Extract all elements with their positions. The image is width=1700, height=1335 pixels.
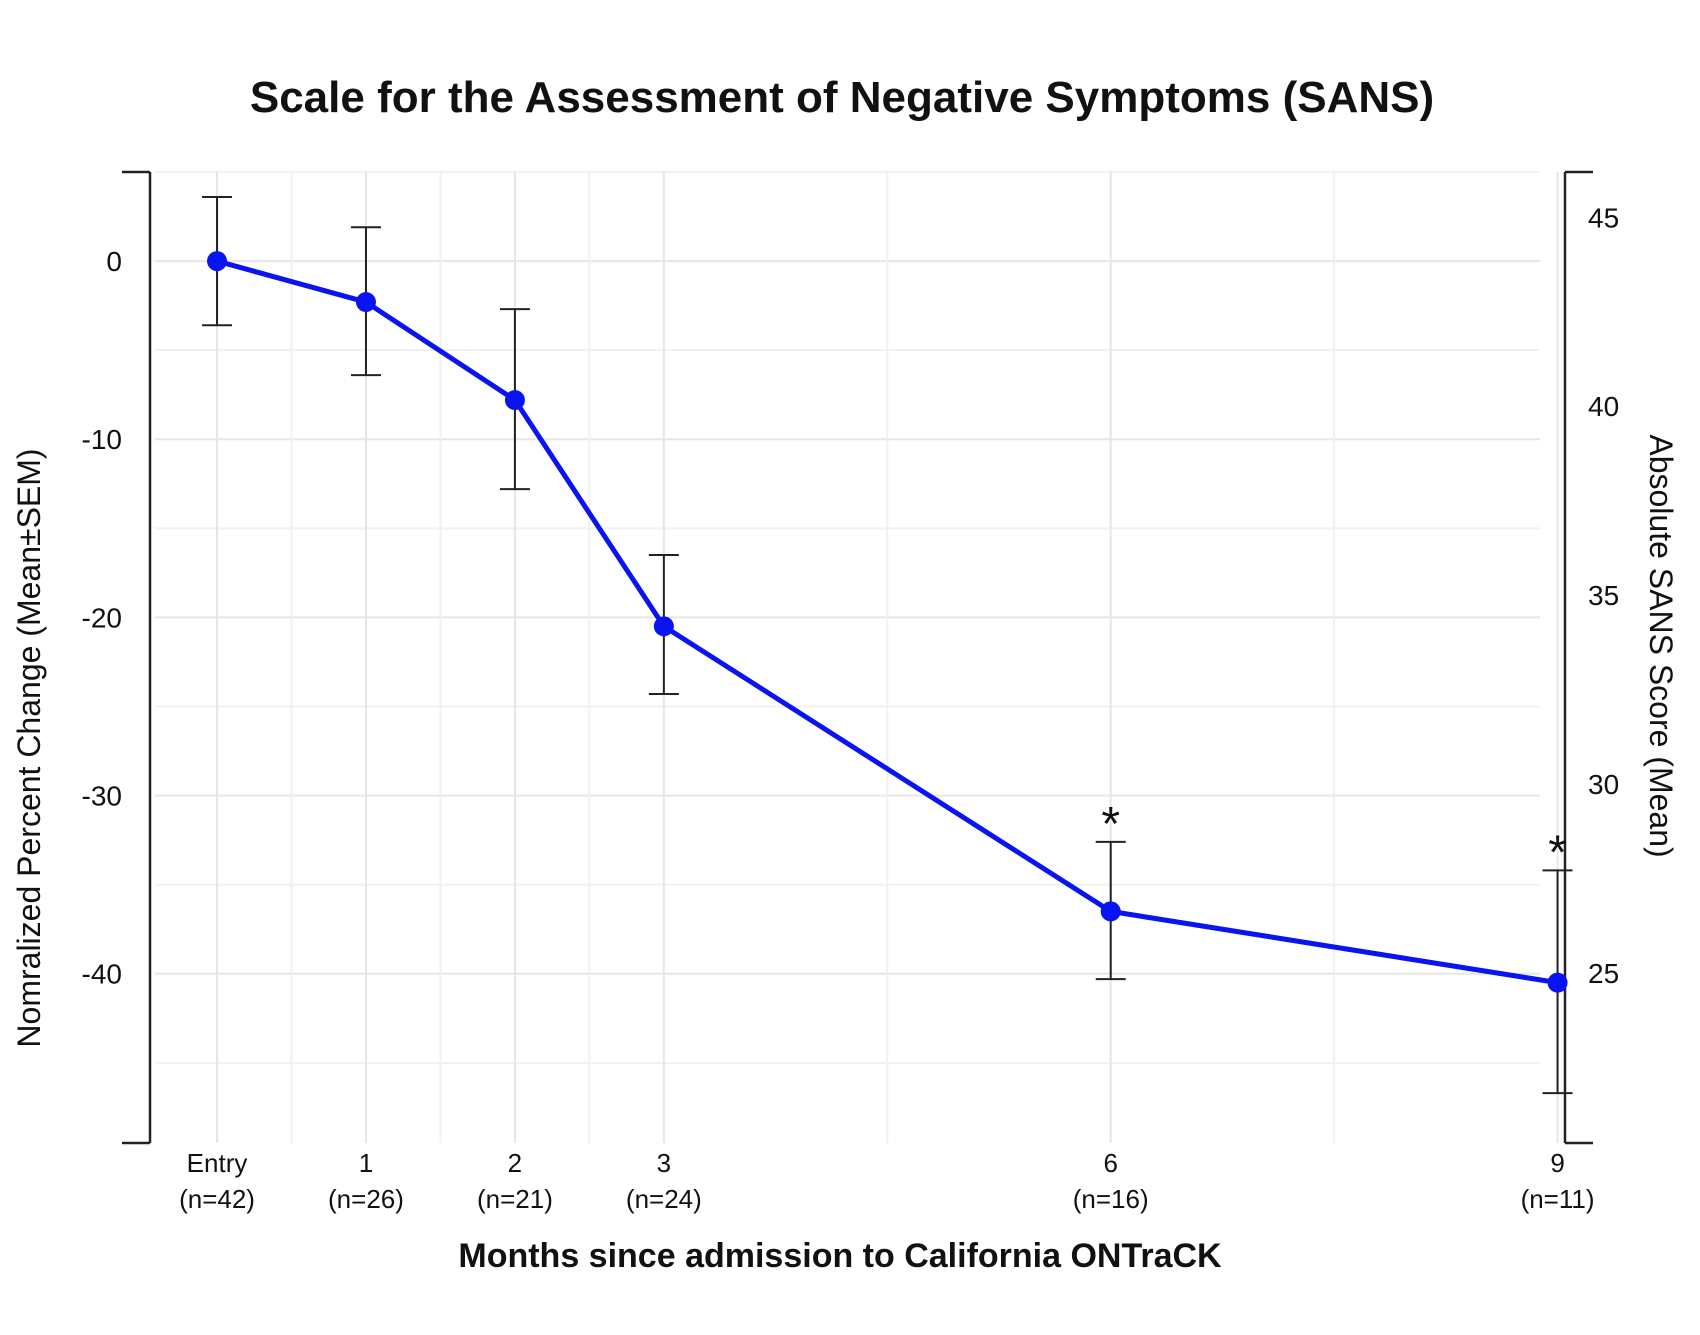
significance-star: * bbox=[1101, 798, 1120, 851]
left-y-axis-label: Nomralized Percent Change (Mean±SEM) bbox=[11, 448, 47, 1047]
right-y-tick-labels: 45 40 35 30 25 bbox=[1588, 202, 1619, 989]
right-y-tick-label: 40 bbox=[1588, 391, 1619, 422]
left-y-tick-labels: 0 -10 -20 -30 -40 bbox=[82, 246, 122, 990]
data-point bbox=[355, 292, 376, 313]
significance-markers: ** bbox=[1101, 798, 1567, 880]
error-bars bbox=[202, 195, 1573, 1095]
data-point bbox=[653, 616, 674, 637]
x-axis-label: Months since admission to California ONT… bbox=[458, 1237, 1222, 1275]
left-y-tick-label: -10 bbox=[82, 424, 122, 455]
data-points bbox=[207, 251, 1568, 993]
right-y-tick-label: 25 bbox=[1588, 958, 1619, 989]
data-point bbox=[1547, 972, 1568, 993]
x-tick-n-label: (n=26) bbox=[328, 1184, 404, 1214]
x-tick-n-label: (n=24) bbox=[626, 1184, 702, 1214]
x-tick-n-label: (n=11) bbox=[1521, 1184, 1595, 1214]
x-tick-n-label: (n=16) bbox=[1073, 1184, 1149, 1214]
data-point bbox=[504, 390, 525, 411]
right-y-tick-label: 45 bbox=[1588, 202, 1619, 233]
x-tick-labels: Entry (n=42) 1 (n=26) 2 (n=21) 3 (n=24) 6 (n=16) 9… bbox=[179, 1148, 1594, 1214]
x-tick-label: 9 bbox=[1550, 1148, 1564, 1178]
left-y-tick-label: -40 bbox=[82, 959, 122, 990]
x-tick-label: Entry bbox=[187, 1148, 248, 1178]
left-y-tick-label: -20 bbox=[82, 602, 122, 633]
x-tick-label: 1 bbox=[359, 1148, 373, 1178]
x-tick-label: 3 bbox=[657, 1148, 671, 1178]
x-tick-label: 6 bbox=[1103, 1148, 1117, 1178]
series-line bbox=[216, 258, 1558, 986]
chart-title: Scale for the Assessment of Negative Sym… bbox=[250, 73, 1434, 122]
grid bbox=[155, 171, 1559, 1143]
data-point bbox=[1100, 901, 1121, 922]
left-y-tick-label: 0 bbox=[106, 246, 122, 277]
x-tick-n-label: (n=42) bbox=[179, 1184, 255, 1214]
significance-star: * bbox=[1548, 826, 1567, 879]
right-y-axis-label: Absolute SANS Score (Mean) bbox=[1643, 434, 1679, 857]
axes bbox=[122, 170, 1593, 1145]
right-y-tick-label: 35 bbox=[1588, 580, 1619, 611]
x-tick-n-label: (n=21) bbox=[477, 1184, 553, 1214]
right-y-tick-label: 30 bbox=[1588, 769, 1619, 800]
data-point bbox=[207, 251, 228, 272]
x-tick-label: 2 bbox=[508, 1148, 522, 1178]
left-y-tick-label: -30 bbox=[82, 781, 122, 812]
